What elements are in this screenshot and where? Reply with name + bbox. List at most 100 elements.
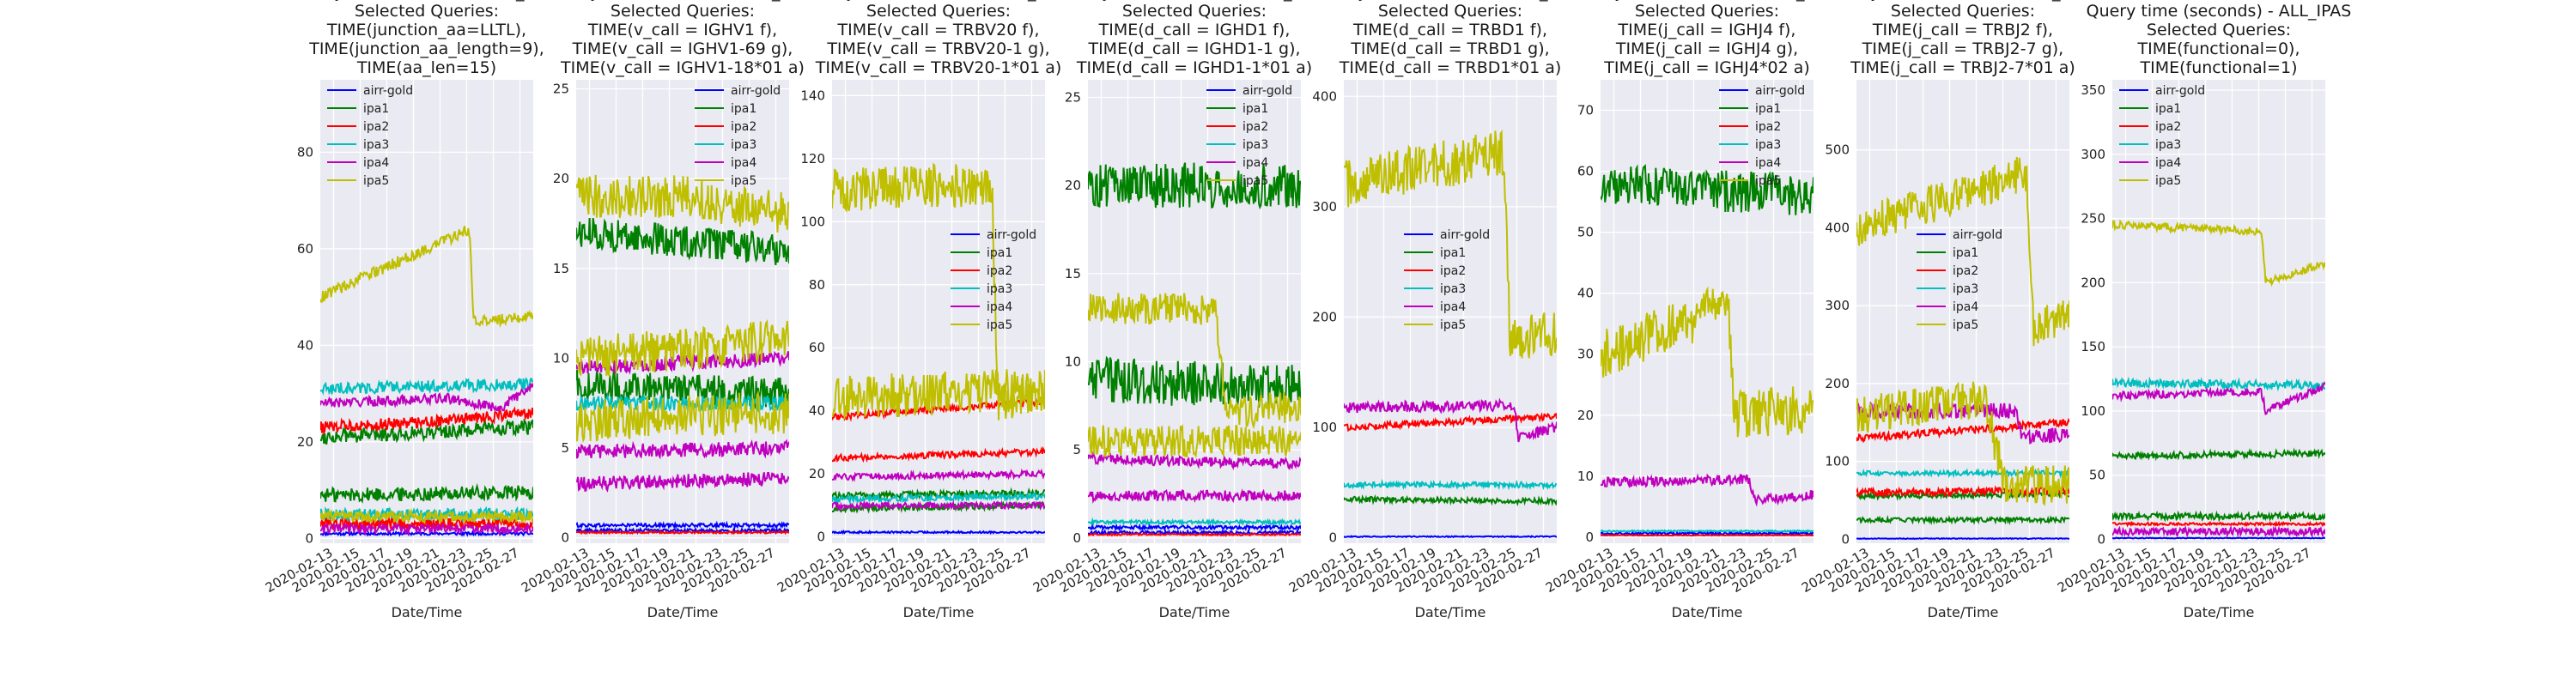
chart-panel-2: Query time (seconds) - ALL_IPASSelected … bbox=[519, 0, 815, 620]
chart-title-line: TIME(j_call = TRBJ2-7 g), bbox=[1862, 39, 2063, 58]
series-line-ipa3 bbox=[2112, 376, 2325, 392]
series-line-ipa1 bbox=[1601, 164, 1814, 215]
series-group bbox=[2112, 219, 2325, 540]
legend-label: ipa3 bbox=[363, 138, 389, 152]
series-line-ipa5 bbox=[1088, 423, 1301, 459]
x-axis-label: Date/Time bbox=[1415, 604, 1486, 620]
series-group bbox=[320, 226, 533, 537]
x-axis-label: Date/Time bbox=[647, 604, 719, 620]
series-line-ipa3 bbox=[1344, 478, 1557, 491]
legend-label: ipa5 bbox=[2155, 174, 2181, 188]
legend-label: airr-gold bbox=[363, 84, 413, 98]
chart-title-line: TIME(aa_len=15) bbox=[356, 58, 496, 77]
x-axis-label: Date/Time bbox=[1672, 604, 1743, 620]
series-line-ipa4 bbox=[1088, 451, 1301, 470]
chart-title-line: Selected Queries: bbox=[355, 2, 499, 21]
legend-label: ipa4 bbox=[363, 156, 389, 170]
series-line-ipa4 bbox=[832, 468, 1045, 482]
y-tick-label: 10 bbox=[1065, 354, 1081, 370]
chart-title-line: TIME(v_call = IGHV1-69 g), bbox=[572, 39, 793, 58]
series-line-ipa4 bbox=[1344, 397, 1557, 443]
series-line-ipa2 bbox=[1856, 417, 2069, 444]
y-tick-label: 0 bbox=[817, 530, 825, 545]
legend: airr-gold ipa1 ipa2 ipa3 ipa4 ipa5 bbox=[1719, 84, 1805, 188]
series-line-ipa5 bbox=[320, 508, 533, 525]
y-tick-label: 0 bbox=[1585, 530, 1594, 545]
y-tick-label: 25 bbox=[553, 81, 569, 96]
series-line-airr-gold bbox=[1601, 530, 1814, 537]
series-line-airr-gold bbox=[1344, 535, 1557, 539]
y-tick-label: 200 bbox=[1312, 309, 1337, 324]
legend-label: ipa5 bbox=[987, 318, 1012, 332]
legend-label: ipa3 bbox=[2155, 138, 2181, 152]
chart-panel-5: Query time (seconds) - ALL_IPASSelected … bbox=[1286, 0, 1583, 620]
legend-label: ipa5 bbox=[1755, 174, 1781, 188]
legend-label: ipa1 bbox=[987, 246, 1012, 260]
chart-title-line: TIME(functional=1) bbox=[2140, 58, 2298, 77]
legend-label: ipa3 bbox=[987, 282, 1012, 296]
series-line-ipa2 bbox=[576, 530, 789, 536]
series-line-ipa5 bbox=[1856, 156, 2069, 347]
y-tick-label: 5 bbox=[1072, 442, 1081, 457]
legend-label: airr-gold bbox=[1953, 228, 2002, 242]
chart-title-line: Query time (seconds) - ALL_IPAS bbox=[1831, 0, 2096, 2]
legend-label: airr-gold bbox=[2155, 84, 2205, 98]
series-line-ipa2 bbox=[832, 446, 1045, 463]
series-line-ipa5 bbox=[1344, 129, 1557, 359]
y-tick-label: 10 bbox=[553, 350, 569, 366]
legend-label: ipa1 bbox=[363, 102, 389, 116]
y-tick-label: 0 bbox=[1328, 530, 1337, 546]
y-tick-label: 70 bbox=[1577, 103, 1594, 118]
series-line-ipa4 bbox=[320, 382, 533, 412]
legend-label: airr-gold bbox=[731, 84, 781, 98]
y-tick-label: 300 bbox=[2081, 147, 2105, 162]
legend-label: ipa5 bbox=[363, 174, 389, 188]
y-tick-label: 400 bbox=[1312, 88, 1337, 104]
legend-label: ipa2 bbox=[987, 264, 1012, 278]
chart-title-line: Query time (seconds) - ALL_IPAS bbox=[1062, 0, 1327, 2]
series-line-ipa5 bbox=[832, 369, 1045, 420]
y-tick-label: 200 bbox=[1825, 376, 1850, 391]
chart-title-line: TIME(d_call = TRBD1*01 a) bbox=[1339, 58, 1562, 77]
plot-area bbox=[2112, 80, 2325, 543]
chart-panel-8: Query time (seconds) - ALL_IPASSelected … bbox=[2055, 2, 2351, 620]
series-line-ipa1 bbox=[2112, 510, 2325, 523]
legend-label: ipa4 bbox=[1242, 156, 1268, 170]
series-line-ipa1 bbox=[576, 217, 789, 266]
series-line-ipa4 bbox=[1088, 488, 1301, 505]
chart-title-line: TIME(v_call = TRBV20 f), bbox=[836, 21, 1039, 39]
chart-title-line: TIME(junction_aa=LLTL), bbox=[326, 21, 526, 39]
series-line-ipa5 bbox=[320, 226, 533, 328]
y-tick-label: 250 bbox=[2081, 211, 2105, 227]
series-line-ipa4 bbox=[2112, 381, 2325, 415]
series-group bbox=[1088, 162, 1301, 537]
y-tick-label: 40 bbox=[809, 403, 825, 419]
chart-title-line: Selected Queries: bbox=[1378, 2, 1522, 21]
legend-label: ipa5 bbox=[1440, 318, 1466, 332]
chart-title-line: Selected Queries: bbox=[2147, 21, 2291, 39]
series-line-ipa1 bbox=[1088, 162, 1301, 210]
series-line-ipa4 bbox=[576, 439, 789, 460]
series-line-ipa1 bbox=[320, 418, 533, 445]
series-line-ipa2 bbox=[1344, 412, 1557, 433]
y-tick-label: 15 bbox=[1065, 266, 1081, 281]
series-line-ipa1 bbox=[320, 483, 533, 504]
chart-panel-7: Query time (seconds) - ALL_IPASSelected … bbox=[1799, 0, 2095, 620]
y-tick-label: 0 bbox=[305, 530, 313, 546]
chart-title-line: Selected Queries: bbox=[1635, 2, 1779, 21]
chart-title-line: Selected Queries: bbox=[1891, 2, 2035, 21]
legend-label: ipa5 bbox=[1953, 318, 1978, 332]
series-group bbox=[576, 174, 789, 536]
x-axis-label: Date/Time bbox=[392, 604, 463, 620]
y-tick-label: 60 bbox=[297, 241, 313, 257]
legend: airr-gold ipa1 ipa2 ipa3 ipa4 ipa5 bbox=[951, 228, 1036, 332]
legend-label: ipa2 bbox=[1755, 120, 1781, 134]
chart-title-line: TIME(d_call = IGHD1-1*01 a) bbox=[1076, 58, 1312, 77]
x-axis-label: Date/Time bbox=[903, 604, 975, 620]
series-line-ipa3 bbox=[832, 490, 1045, 505]
legend: airr-gold ipa1 ipa2 ipa3 ipa4 ipa5 bbox=[1917, 228, 2002, 332]
chart-title-line: Selected Queries: bbox=[611, 2, 755, 21]
chart-title-line: TIME(junction_aa_length=9), bbox=[308, 39, 544, 58]
y-tick-label: 0 bbox=[1841, 531, 1850, 547]
